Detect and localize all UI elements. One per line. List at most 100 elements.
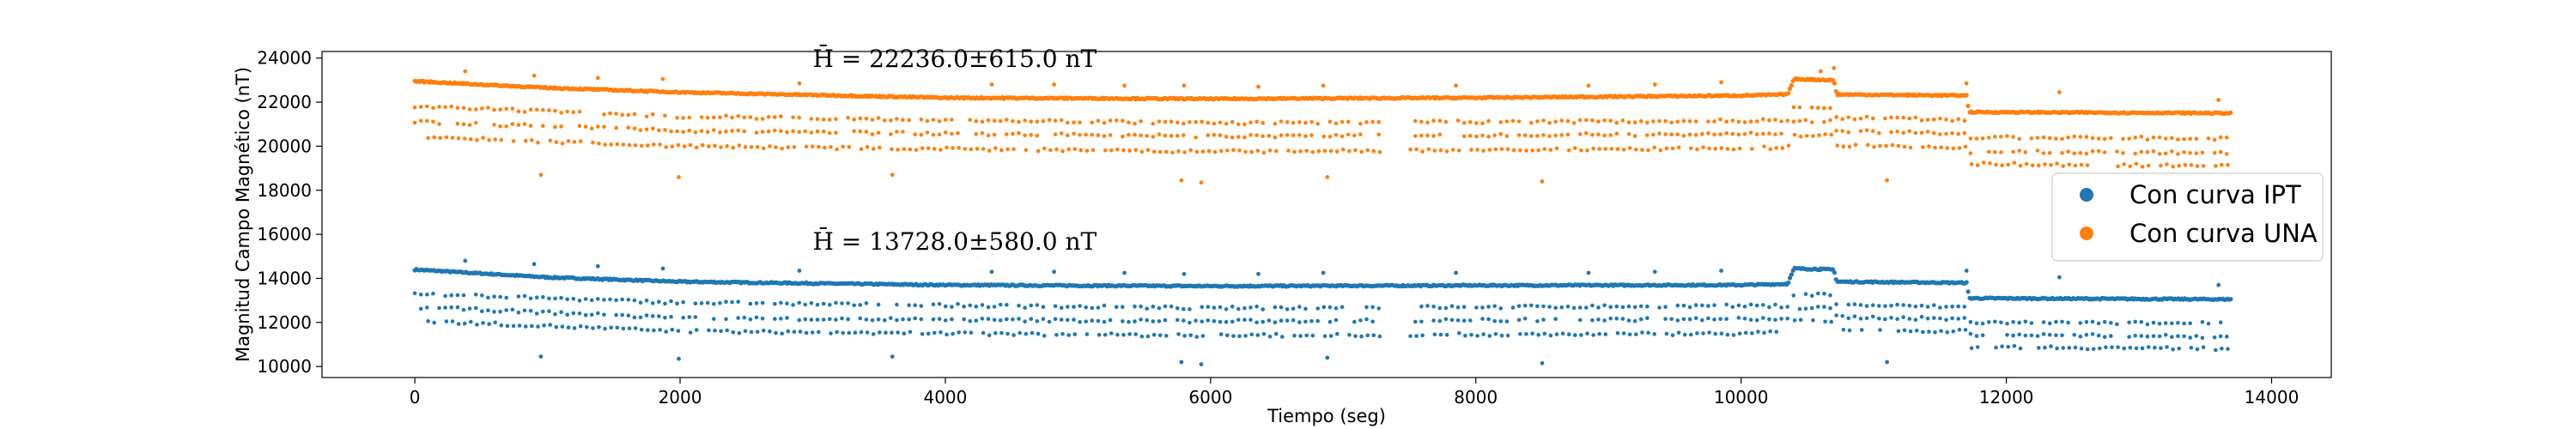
series-point	[467, 306, 472, 311]
series-point	[870, 132, 875, 136]
series-point	[1822, 292, 1826, 296]
series-point	[1242, 122, 1247, 127]
series-point	[1542, 147, 1547, 151]
series-outlier	[797, 269, 802, 273]
series-point	[1596, 305, 1601, 310]
series-point	[1933, 330, 1937, 335]
series-point	[987, 148, 992, 153]
series-point	[597, 325, 601, 329]
series-point	[1577, 132, 1583, 136]
series-point	[1663, 317, 1668, 322]
legend-marker-ipt	[2080, 188, 2093, 202]
series-point	[1109, 148, 1114, 153]
series-point	[517, 323, 522, 328]
series-point	[1315, 306, 1320, 311]
series-point	[1944, 305, 1948, 309]
series-point	[2200, 150, 2205, 155]
series-point	[1359, 149, 1364, 154]
series-outlier	[538, 354, 544, 359]
series-point	[2218, 135, 2223, 140]
series-point	[2054, 136, 2058, 141]
series-point	[1907, 116, 1912, 121]
series-point	[1255, 148, 1261, 153]
series-point	[859, 147, 864, 152]
series-point	[2029, 136, 2034, 141]
series-point	[2055, 346, 2059, 351]
series-point	[950, 317, 954, 322]
series-point	[2214, 164, 2218, 168]
series-point	[1913, 115, 1918, 120]
series-point	[553, 311, 557, 317]
y-axis-label: Magnitud Campo Magnético (nT)	[233, 67, 253, 362]
series-point	[1725, 332, 1730, 337]
series-point	[1791, 293, 1796, 298]
series-point	[2018, 163, 2023, 168]
series-point	[780, 331, 784, 336]
series-point	[1322, 148, 1327, 154]
series-point	[1591, 146, 1595, 151]
series-point	[1139, 119, 1143, 124]
series-point	[1182, 334, 1187, 338]
series-point	[980, 119, 985, 124]
series-outlier	[660, 266, 665, 271]
series-point	[646, 143, 650, 148]
series-point	[919, 304, 924, 308]
series-point	[719, 329, 723, 334]
series-point	[1480, 133, 1485, 138]
series-point	[657, 299, 661, 305]
series-point	[1036, 148, 1041, 154]
y-tick-label: 22000	[257, 92, 312, 112]
series-point	[1285, 307, 1290, 311]
series-point	[1675, 119, 1680, 124]
series-point	[2047, 321, 2052, 326]
series-point	[1303, 134, 1308, 139]
series-point	[902, 331, 907, 336]
series-point	[853, 330, 858, 335]
series-outlier	[1818, 69, 1823, 74]
series-point	[1096, 318, 1101, 323]
series-point	[962, 304, 966, 309]
series-point	[688, 330, 693, 335]
series-point	[1352, 319, 1357, 324]
series-point	[504, 308, 508, 312]
series-point	[1315, 122, 1320, 126]
series-point	[1530, 148, 1534, 153]
series-point	[2157, 152, 2162, 156]
series-point	[2098, 346, 2102, 351]
series-point	[1614, 131, 1619, 136]
series-point	[974, 305, 979, 309]
series-point	[1706, 304, 1710, 308]
series-point	[980, 303, 985, 307]
series-point	[577, 109, 582, 114]
series-point	[1974, 321, 1979, 326]
series-point	[1370, 119, 1375, 124]
series-point	[1078, 320, 1082, 324]
series-point	[1005, 331, 1010, 336]
series-point	[589, 298, 594, 303]
series-point	[712, 115, 716, 120]
series-point	[1450, 148, 1455, 152]
series-point	[2145, 334, 2150, 339]
series-point	[1084, 319, 1088, 324]
series-point	[992, 305, 997, 309]
series-point	[1457, 148, 1461, 153]
series-point	[718, 301, 722, 305]
series-point	[2151, 320, 2156, 325]
series-point	[847, 145, 852, 149]
series-point	[1864, 304, 1869, 309]
series-point	[821, 129, 826, 134]
series-point	[1829, 132, 1833, 137]
series-point	[1657, 118, 1662, 124]
series-point	[1645, 304, 1649, 309]
series-point	[1218, 332, 1224, 336]
series-point	[2017, 136, 2021, 142]
series-point	[1310, 150, 1315, 154]
series-point	[1638, 317, 1643, 322]
series-point	[1701, 331, 1705, 335]
series-point	[1327, 119, 1333, 124]
series-point	[1877, 130, 1881, 136]
series-point	[1652, 145, 1656, 150]
series-point	[1133, 132, 1137, 137]
series-point	[432, 320, 437, 325]
series-point	[1767, 317, 1771, 322]
